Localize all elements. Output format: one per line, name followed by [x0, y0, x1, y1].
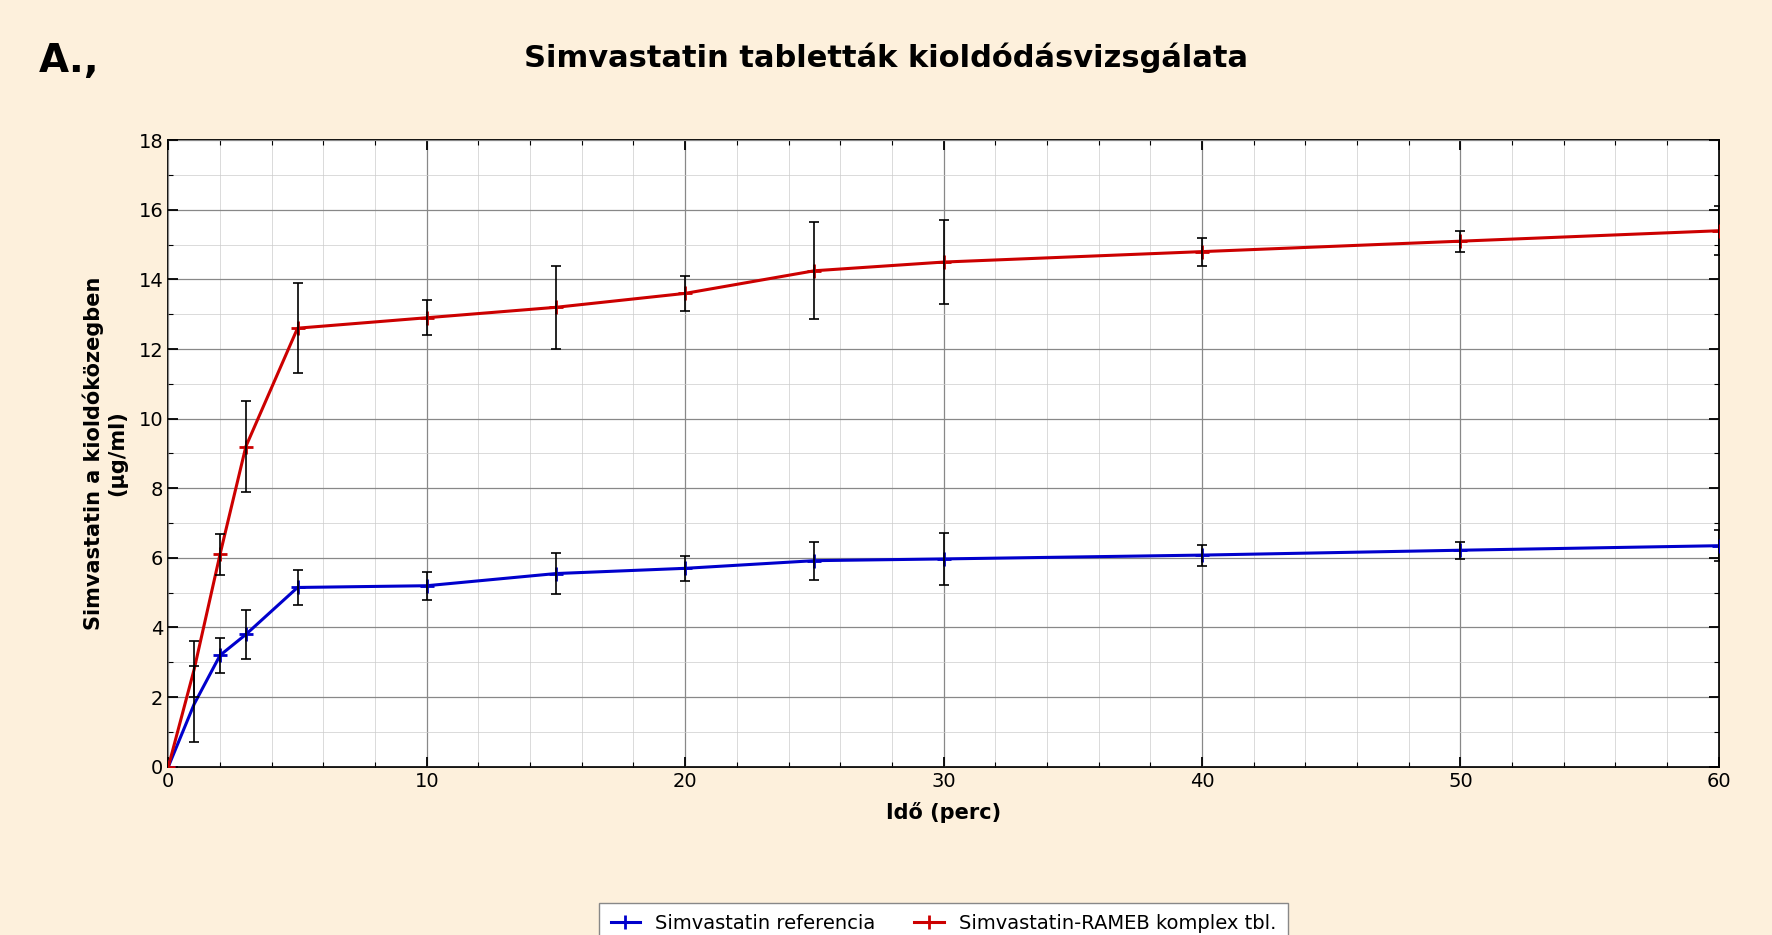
Y-axis label: Simvastatin a kioldóközegben
(μg/ml): Simvastatin a kioldóközegben (μg/ml)	[83, 277, 128, 630]
X-axis label: Idő (perc): Idő (perc)	[886, 801, 1001, 823]
Legend: Simvastatin referencia, Simvastatin-RAMEB komplex tbl.: Simvastatin referencia, Simvastatin-RAME…	[599, 902, 1288, 935]
Text: A.,: A.,	[39, 42, 99, 80]
Text: Simvastatin tabletták kioldódásvizsgálata: Simvastatin tabletták kioldódásvizsgálat…	[525, 42, 1247, 73]
